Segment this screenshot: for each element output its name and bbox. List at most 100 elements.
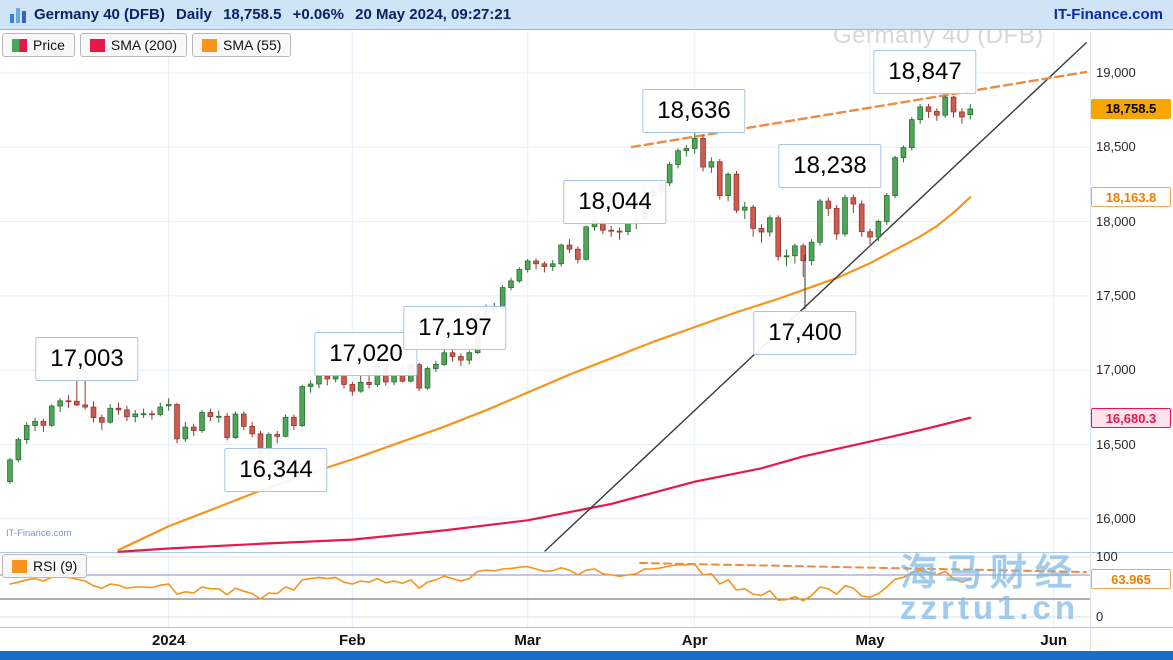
price-annotation[interactable]: 18,044	[563, 180, 667, 224]
brand-link[interactable]: IT-Finance.com	[1053, 6, 1163, 23]
legend-item-price[interactable]: Price	[2, 33, 75, 57]
rsi-value-tag: 63.965	[1091, 568, 1171, 589]
price-annotation[interactable]: 17,197	[403, 306, 507, 350]
header-bar: Germany 40 (DFB) Daily 18,758.5 +0.06% 2…	[0, 0, 1173, 30]
candle-down	[240, 413, 247, 427]
legend-label: SMA (200)	[110, 37, 178, 53]
candle-up	[57, 400, 63, 407]
x-axis-label: May	[855, 632, 885, 649]
price-tag-last: 18,758.5	[1091, 98, 1171, 119]
y-axis-label: 16,000	[1096, 510, 1136, 526]
legend-item-sma200[interactable]: SMA (200)	[79, 33, 188, 57]
x-axis-label: Apr	[681, 632, 708, 649]
candle-up	[683, 148, 690, 152]
price-annotation[interactable]: 18,847	[873, 50, 977, 94]
candle-up	[307, 383, 314, 387]
candle-up	[232, 413, 239, 438]
sma200-swatch	[89, 38, 105, 52]
candle-down	[249, 425, 255, 435]
candle-up	[182, 426, 189, 440]
candle-down	[750, 206, 756, 229]
y-axis-label: 16,500	[1096, 436, 1136, 452]
candle-up	[441, 352, 447, 365]
y-axis-label: 18,500	[1096, 139, 1136, 155]
price-annotation[interactable]: 18,238	[778, 144, 882, 188]
candle-up	[942, 96, 948, 116]
price-annotation[interactable]: 18,636	[642, 89, 746, 133]
candle-down	[533, 260, 539, 265]
price-annotation[interactable]: 16,344	[224, 448, 328, 492]
candle-up	[316, 375, 322, 385]
candle-down	[716, 161, 723, 197]
rsi-axis-label: 0	[1096, 609, 1104, 624]
candle-down	[858, 203, 865, 233]
x-axis-label: Feb	[339, 632, 366, 649]
candle-down	[566, 244, 573, 250]
candle-up	[23, 425, 30, 441]
y-axis-label: 19,000	[1096, 65, 1136, 80]
candle-down	[190, 426, 197, 431]
candle-up	[32, 420, 38, 426]
candle-up	[666, 164, 673, 184]
price-annotation[interactable]: 17,003	[35, 337, 139, 381]
candle-up	[357, 381, 364, 392]
candle-up	[917, 106, 923, 121]
legend-item-rsi[interactable]: RSI (9)	[2, 554, 88, 578]
candle-down	[99, 417, 105, 423]
chart-title: Germany 40 (DFB) Daily 18,758.5 +0.06% 2…	[34, 6, 518, 23]
candle-down	[207, 411, 214, 417]
candle-up	[433, 363, 439, 369]
candle-up	[708, 161, 715, 168]
candle-down	[925, 106, 932, 112]
candle-down	[700, 137, 706, 168]
candle-up	[524, 260, 531, 270]
candle-down	[575, 248, 581, 260]
change-percent: +0.06%	[292, 6, 344, 23]
candle-down	[541, 263, 548, 267]
candle-down	[224, 415, 230, 438]
candle-down	[349, 384, 356, 392]
candle-down	[733, 173, 740, 211]
support-trendline	[544, 42, 1087, 552]
rsi-axis-label: 100	[1096, 549, 1118, 564]
price-tag-sma55: 18,163.8	[1091, 187, 1171, 208]
candle-down	[416, 364, 422, 389]
x-axis-label: 2024	[151, 632, 186, 649]
candle-up	[817, 200, 823, 243]
instrument-name: Germany 40 (DFB)	[34, 6, 165, 23]
timeframe-label: Daily	[176, 6, 212, 23]
last-price-text: 18,758.5	[223, 6, 282, 23]
candle-up	[892, 157, 898, 196]
candle-up	[424, 368, 431, 389]
candle-down	[608, 229, 614, 232]
legend-item-sma55[interactable]: SMA (55)	[192, 33, 292, 57]
candle-up	[199, 411, 205, 431]
price-annotation[interactable]: 17,020	[314, 332, 418, 376]
y-axis-label: 17,500	[1096, 287, 1136, 303]
candle-up	[909, 119, 915, 149]
candle-up	[767, 217, 773, 233]
candle-down	[867, 231, 873, 238]
legend-label: SMA (55)	[223, 37, 282, 53]
price-annotation[interactable]: 17,400	[753, 311, 857, 355]
candle-down	[934, 110, 940, 116]
y-axis-label: 17,000	[1096, 362, 1136, 378]
candle-down	[366, 381, 372, 385]
candle-down	[90, 406, 97, 418]
candle-down	[850, 197, 857, 205]
candle-down	[115, 407, 122, 411]
rsi-legend: RSI (9)	[2, 554, 88, 578]
quote-datetime: 20 May 2024, 09:27:21	[355, 6, 512, 23]
candle-down	[825, 200, 832, 209]
candle-down	[291, 416, 297, 427]
candle-up	[900, 147, 907, 159]
candle-up	[508, 280, 514, 288]
candle-up	[967, 108, 974, 116]
candle-up	[549, 263, 556, 267]
candle-down	[458, 356, 464, 361]
site-watermark-line2: zzrtu1.cn	[900, 589, 1080, 626]
app-logo-icon	[10, 7, 26, 23]
candle-down	[324, 375, 331, 380]
bottom-scrollbar[interactable]	[0, 651, 1173, 660]
